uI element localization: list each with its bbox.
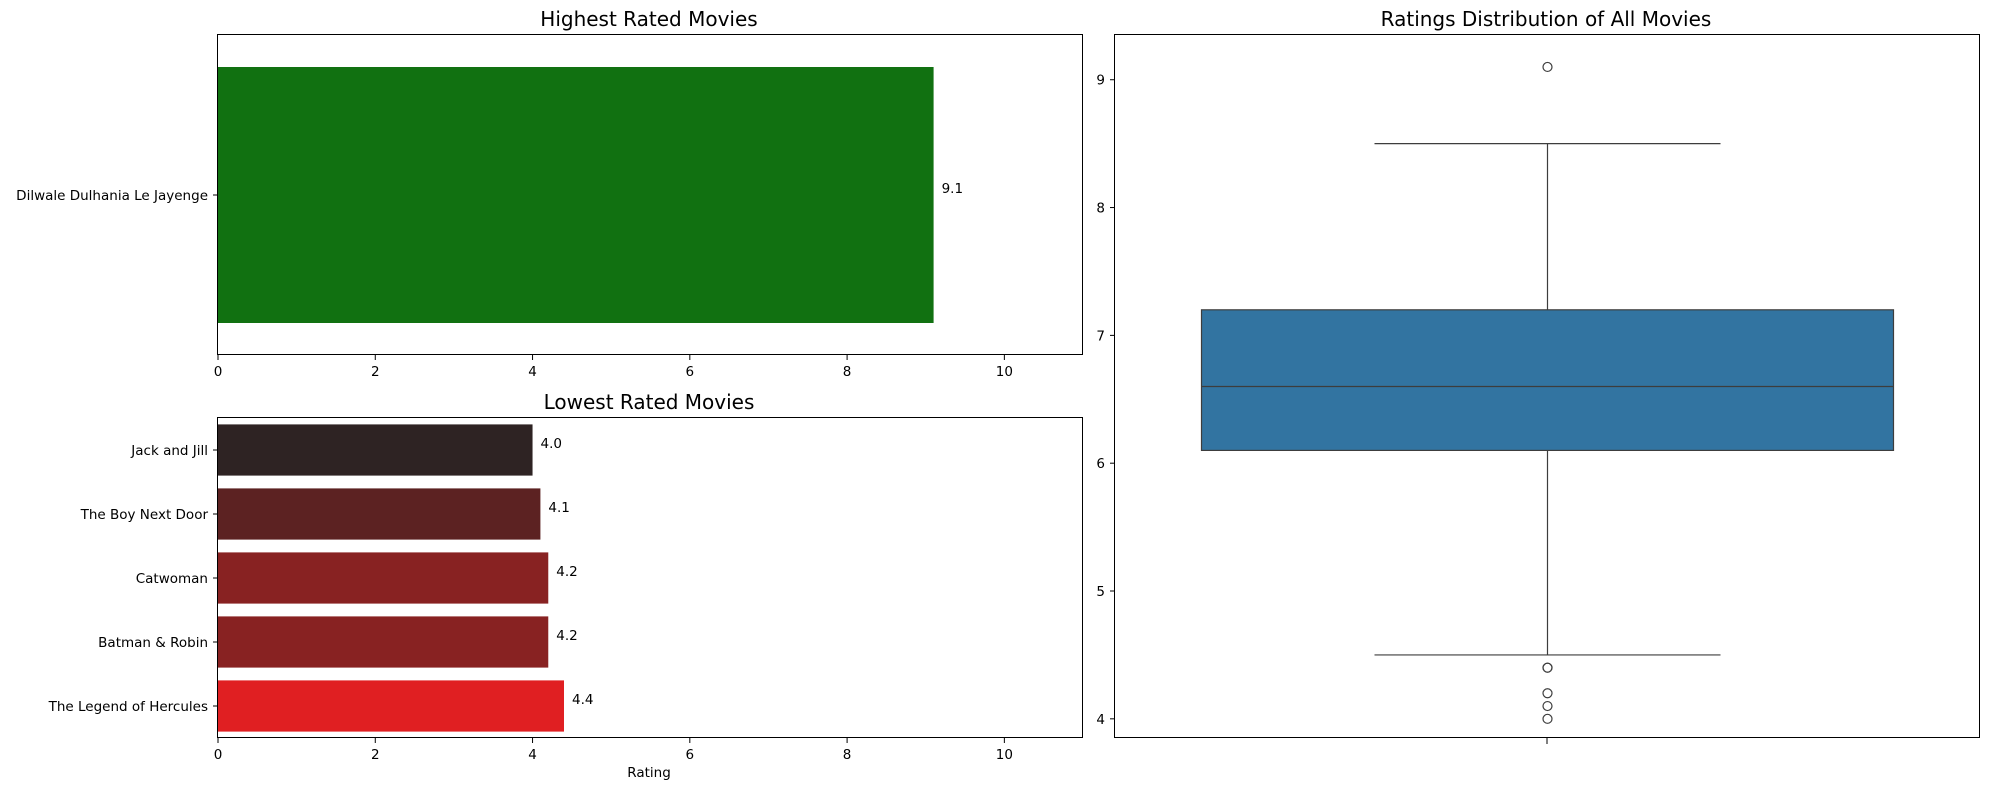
ratings-distribution-axes-frame xyxy=(1114,34,1980,738)
p2-value-label: 4.2 xyxy=(556,564,577,580)
p2-category-label: Batman & Robin xyxy=(98,635,208,651)
box-outlier-point xyxy=(1542,662,1553,673)
p2-bar xyxy=(218,488,541,540)
lowest-rated-title: Lowest Rated Movies xyxy=(544,390,755,414)
box-outlier-point xyxy=(1542,61,1553,73)
box-y-tick-label: 8 xyxy=(1096,201,1105,217)
p1-x-tick-label: 10 xyxy=(996,364,1013,380)
p2-value-label: 4.1 xyxy=(548,500,569,516)
p1-x-tick-label: 4 xyxy=(528,364,537,380)
highest-rated-chart: Highest Rated Movies 9.1 0 2 4 6 8 10 Dilwale… xyxy=(16,7,1083,380)
p2-x-tick-label: 10 xyxy=(996,747,1013,763)
ratings-distribution-chart: Ratings Distribution of All Movies 4 5 6 7 8… xyxy=(1096,7,1980,744)
p1-x-tick-label: 2 xyxy=(371,364,380,380)
p2-category-label: The Boy Next Door xyxy=(80,507,209,523)
p2-bar xyxy=(218,424,533,476)
highest-rated-title: Highest Rated Movies xyxy=(540,7,757,31)
p2-bar xyxy=(218,552,549,604)
p2-bar xyxy=(218,680,564,732)
p2-category-label: Catwoman xyxy=(136,571,208,587)
p2-x-tick-label: 2 xyxy=(371,747,380,763)
lowest-rated-chart: Lowest Rated Movies 4.0 4.1 4.2 4.2 4.4 0 2 4 6… xyxy=(48,390,1083,781)
box-y-tick-label: 4 xyxy=(1096,712,1105,728)
box-y-tick-label: 6 xyxy=(1096,456,1105,472)
box-y-tick-label: 7 xyxy=(1096,328,1105,344)
box-outlier-point xyxy=(1542,688,1553,699)
p2-x-tick-label: 4 xyxy=(528,747,537,763)
p2-category-label: The Legend of Hercules xyxy=(48,699,208,715)
box-y-tick-label: 9 xyxy=(1096,73,1105,89)
ratings-distribution-title: Ratings Distribution of All Movies xyxy=(1381,7,1712,31)
p1-bar xyxy=(218,67,934,323)
p1-x-tick-label: 8 xyxy=(843,364,852,380)
p2-x-tick-label: 0 xyxy=(214,747,223,763)
p2-value-label: 4.2 xyxy=(556,628,577,644)
p2-x-tick-label: 8 xyxy=(843,747,852,763)
p2-value-label: 4.4 xyxy=(572,692,593,708)
box-outlier-point xyxy=(1542,713,1553,724)
p2-category-label: Jack and Jill xyxy=(130,443,208,459)
box-iqr xyxy=(1200,309,1895,452)
p2-bar xyxy=(218,616,549,668)
p1-value-label: 9.1 xyxy=(942,181,963,197)
p1-category-label: Dilwale Dulhania Le Jayenge xyxy=(16,188,208,204)
lowest-rated-xlabel: Rating xyxy=(627,765,671,781)
p2-value-label: 4.0 xyxy=(541,436,562,452)
box-y-tick-label: 5 xyxy=(1096,584,1105,600)
p1-x-tick-label: 6 xyxy=(686,364,695,380)
p1-x-tick-label: 0 xyxy=(214,364,223,380)
p2-x-tick-label: 6 xyxy=(686,747,695,763)
box-outlier-point xyxy=(1542,700,1553,712)
